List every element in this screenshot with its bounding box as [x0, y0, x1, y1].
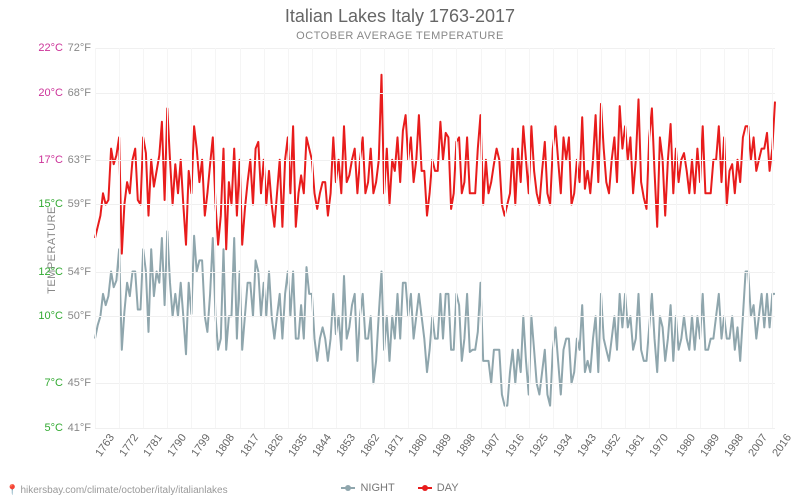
grid-line-v	[601, 48, 602, 428]
x-tick: 1817	[238, 432, 262, 459]
x-tick: 1889	[431, 432, 455, 459]
x-tick: 1952	[599, 432, 623, 459]
grid-line-v	[384, 48, 385, 428]
x-tick: 2016	[771, 432, 795, 459]
y-tick-celsius: 20°C	[38, 87, 63, 99]
y-tick-celsius: 15°C	[38, 198, 63, 210]
y-tick-fahrenheit: 68°F	[68, 87, 91, 99]
y-tick-celsius: 12°C	[38, 266, 63, 278]
grid-line-h	[95, 48, 775, 49]
pin-icon: 📍	[6, 485, 18, 496]
x-tick: 1970	[647, 432, 671, 459]
grid-line-v	[408, 48, 409, 428]
grid-line-v	[143, 48, 144, 428]
grid-line-h	[95, 383, 775, 384]
chart-container: Italian Lakes Italy 1763-2017 OCTOBER AV…	[0, 0, 800, 500]
x-tick: 1862	[358, 432, 382, 459]
x-tick: 1871	[382, 432, 406, 459]
grid-line-v	[288, 48, 289, 428]
x-tick: 1998	[722, 432, 746, 459]
grid-line-v	[724, 48, 725, 428]
x-tick: 1943	[575, 432, 599, 459]
x-tick: 1880	[406, 432, 430, 459]
x-tick: 1826	[262, 432, 286, 459]
legend-label-day: DAY	[437, 482, 459, 494]
x-tick: 2007	[746, 432, 770, 459]
x-tick: 1781	[141, 432, 165, 459]
y-tick-fahrenheit: 41°F	[68, 422, 91, 434]
y-tick-celsius: 7°C	[45, 377, 63, 389]
x-tick: 1961	[623, 432, 647, 459]
legend-swatch-day	[418, 487, 432, 489]
grid-line-v	[481, 48, 482, 428]
grid-line-v	[529, 48, 530, 428]
grid-line-v	[432, 48, 433, 428]
series-line-night	[95, 231, 775, 405]
chart-svg	[95, 48, 775, 428]
y-tick-fahrenheit: 45°F	[68, 377, 91, 389]
grid-line-v	[456, 48, 457, 428]
chart-subtitle: OCTOBER AVERAGE TEMPERATURE	[0, 30, 800, 42]
x-tick: 1835	[286, 432, 310, 459]
legend-item-night: NIGHT	[341, 482, 394, 494]
y-tick-fahrenheit: 59°F	[68, 198, 91, 210]
x-tick: 1853	[334, 432, 358, 459]
grid-line-h	[95, 316, 775, 317]
grid-line-v	[312, 48, 313, 428]
y-tick-fahrenheit: 54°F	[68, 266, 91, 278]
y-tick-fahrenheit: 72°F	[68, 42, 91, 54]
grid-line-h	[95, 93, 775, 94]
chart-title: Italian Lakes Italy 1763-2017	[0, 6, 800, 27]
grid-line-v	[215, 48, 216, 428]
grid-line-v	[336, 48, 337, 428]
grid-line-v	[772, 48, 773, 428]
legend-swatch-night	[341, 487, 355, 489]
grid-line-h	[95, 204, 775, 205]
legend-item-day: DAY	[418, 482, 459, 494]
grid-line-v	[191, 48, 192, 428]
x-tick: 1763	[93, 432, 117, 459]
grid-line-v	[505, 48, 506, 428]
grid-line-h	[95, 160, 775, 161]
legend-label-night: NIGHT	[360, 482, 394, 494]
y-tick-fahrenheit: 63°F	[68, 154, 91, 166]
grid-line-v	[553, 48, 554, 428]
plot-area: 5°C41°F7°C45°F10°C50°F12°C54°F15°C59°F17…	[95, 48, 775, 428]
x-tick: 1799	[190, 432, 214, 459]
x-tick: 1898	[455, 432, 479, 459]
grid-line-v	[649, 48, 650, 428]
x-tick: 1808	[214, 432, 238, 459]
x-tick: 1925	[527, 432, 551, 459]
grid-line-v	[119, 48, 120, 428]
y-tick-celsius: 10°C	[38, 310, 63, 322]
x-tick: 1989	[698, 432, 722, 459]
y-axis-label: TEMPERATURE	[46, 206, 58, 294]
grid-line-v	[577, 48, 578, 428]
y-tick-celsius: 5°C	[45, 422, 63, 434]
grid-line-v	[95, 48, 96, 428]
grid-line-v	[748, 48, 749, 428]
x-tick: 1790	[165, 432, 189, 459]
x-tick: 1980	[674, 432, 698, 459]
x-tick: 1916	[503, 432, 527, 459]
grid-line-v	[264, 48, 265, 428]
y-tick-celsius: 22°C	[38, 42, 63, 54]
series-line-day	[95, 75, 775, 254]
attribution-text: hikersbay.com/climate/october/italy/ital…	[20, 485, 227, 496]
x-tick: 1934	[551, 432, 575, 459]
x-tick: 1772	[117, 432, 141, 459]
grid-line-v	[700, 48, 701, 428]
grid-line-v	[676, 48, 677, 428]
grid-line-v	[360, 48, 361, 428]
grid-line-v	[167, 48, 168, 428]
x-tick: 1907	[479, 432, 503, 459]
x-tick: 1844	[310, 432, 334, 459]
y-tick-fahrenheit: 50°F	[68, 310, 91, 322]
grid-line-h	[95, 428, 775, 429]
grid-line-v	[625, 48, 626, 428]
y-tick-celsius: 17°C	[38, 154, 63, 166]
grid-line-v	[240, 48, 241, 428]
attribution: 📍hikersbay.com/climate/october/italy/ita…	[6, 485, 228, 496]
grid-line-h	[95, 272, 775, 273]
